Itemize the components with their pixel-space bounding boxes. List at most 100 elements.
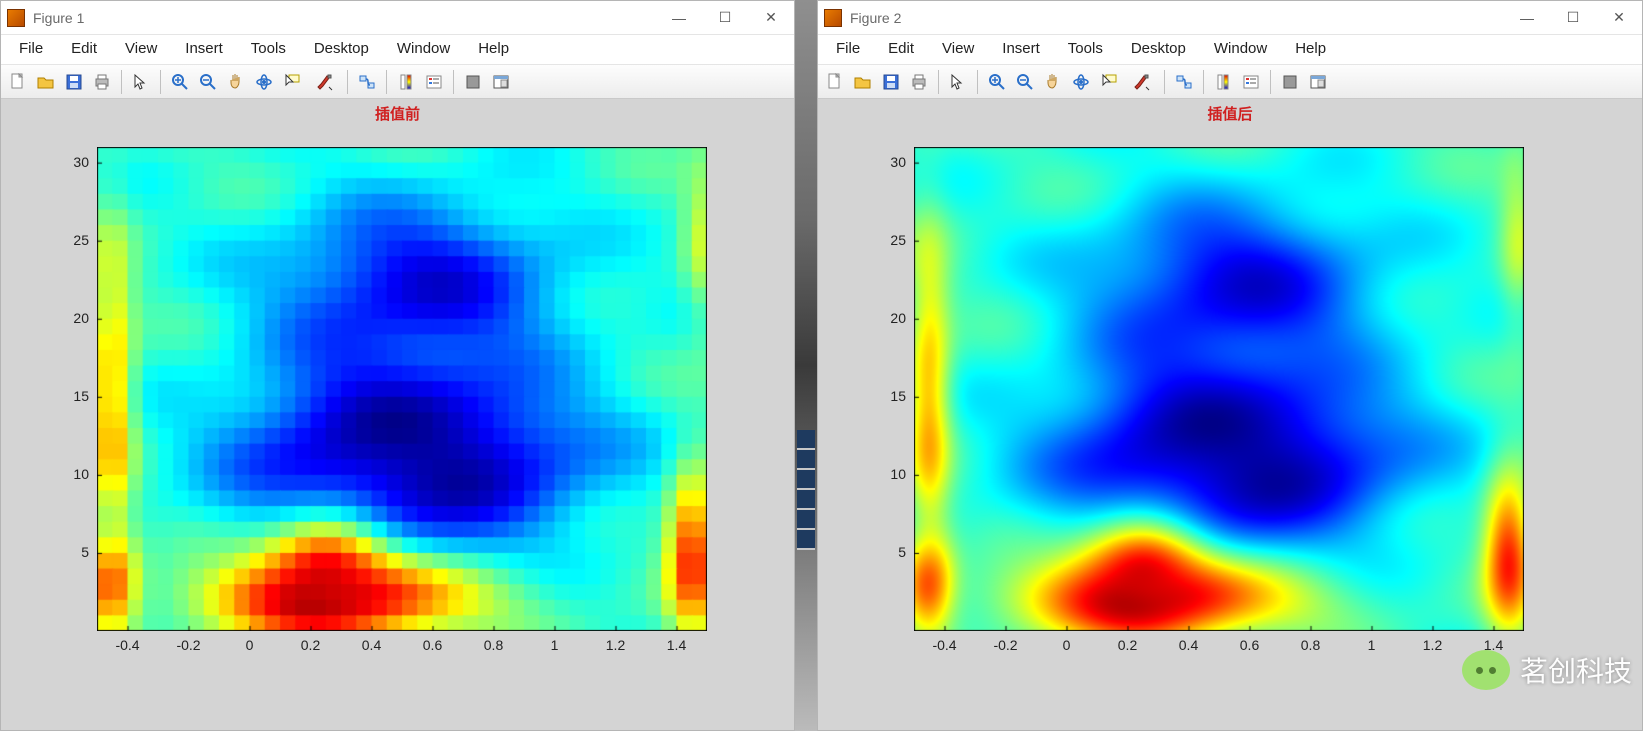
y-tick-label: 15 [57, 388, 89, 404]
x-tick-label: 0 [230, 637, 270, 653]
pan-icon[interactable] [1040, 69, 1066, 95]
rotate3d-icon[interactable] [1068, 69, 1094, 95]
brush-icon[interactable] [1124, 69, 1158, 95]
toolbar-separator [977, 70, 978, 94]
titlebar[interactable]: Figure 2 — ☐ ✕ [818, 1, 1642, 35]
toolbar-separator [1164, 70, 1165, 94]
toolbar-separator [386, 70, 387, 94]
menu-view[interactable]: View [928, 35, 988, 64]
close-button[interactable]: ✕ [1596, 1, 1642, 34]
minimize-button[interactable]: — [1504, 1, 1550, 34]
close-button[interactable]: ✕ [748, 1, 794, 34]
zoom-out-icon[interactable] [1012, 69, 1038, 95]
x-tick-label: 0 [1047, 637, 1087, 653]
dock-icon[interactable] [488, 69, 514, 95]
zoom-out-icon[interactable] [195, 69, 221, 95]
x-tick-label: 1 [535, 637, 575, 653]
toolbar [818, 65, 1642, 99]
minimize-button[interactable]: — [656, 1, 702, 34]
menu-help[interactable]: Help [1281, 35, 1340, 64]
legend-icon[interactable] [1238, 69, 1264, 95]
hide-tools-icon[interactable] [460, 69, 486, 95]
new-icon[interactable] [5, 69, 31, 95]
axes: 51015202530-0.4-0.200.20.40.60.811.21.4 [97, 147, 707, 631]
menu-tools[interactable]: Tools [237, 35, 300, 64]
y-tick-label: 10 [874, 466, 906, 482]
menu-help[interactable]: Help [464, 35, 523, 64]
pointer-icon[interactable] [128, 69, 154, 95]
matlab-icon [7, 9, 25, 27]
menu-edit[interactable]: Edit [874, 35, 928, 64]
print-icon[interactable] [906, 69, 932, 95]
datatip-icon[interactable] [1096, 69, 1122, 95]
heatmap-canvas [97, 147, 707, 631]
x-tick-label: 0.8 [474, 637, 514, 653]
toolbar-separator [1270, 70, 1271, 94]
x-tick-label: 0.8 [1291, 637, 1331, 653]
y-tick-label: 10 [57, 466, 89, 482]
x-tick-label: 0.4 [1169, 637, 1209, 653]
menu-insert[interactable]: Insert [988, 35, 1054, 64]
zoom-in-icon[interactable] [167, 69, 193, 95]
watermark: 茗创科技 [1462, 650, 1632, 690]
x-tick-label: 0.6 [413, 637, 453, 653]
save-icon[interactable] [878, 69, 904, 95]
toolbar-separator [160, 70, 161, 94]
plot-area: 插值后 51015202530-0.4-0.200.20.40.60.811.2… [818, 99, 1642, 730]
datatip-icon[interactable] [279, 69, 305, 95]
toolbar [1, 65, 794, 99]
titlebar[interactable]: Figure 1 — ☐ ✕ [1, 1, 794, 35]
pan-icon[interactable] [223, 69, 249, 95]
y-tick-label: 30 [57, 154, 89, 170]
maximize-button[interactable]: ☐ [1550, 1, 1596, 34]
link-icon[interactable] [354, 69, 380, 95]
colorbar-icon[interactable] [1210, 69, 1236, 95]
heatmap-canvas [914, 147, 1524, 631]
legend-icon[interactable] [421, 69, 447, 95]
window-title: Figure 2 [850, 10, 1504, 26]
figure-window-2: Figure 2 — ☐ ✕ FileEditViewInsertToolsDe… [817, 0, 1643, 731]
rotate3d-icon[interactable] [251, 69, 277, 95]
toolbar-separator [453, 70, 454, 94]
x-tick-label: 1.4 [657, 637, 697, 653]
y-tick-label: 20 [57, 310, 89, 326]
zoom-in-icon[interactable] [984, 69, 1010, 95]
menu-edit[interactable]: Edit [57, 35, 111, 64]
new-icon[interactable] [822, 69, 848, 95]
menu-desktop[interactable]: Desktop [1117, 35, 1200, 64]
brush-icon[interactable] [307, 69, 341, 95]
toolbar-separator [121, 70, 122, 94]
hide-tools-icon[interactable] [1277, 69, 1303, 95]
save-icon[interactable] [61, 69, 87, 95]
x-tick-label: 0.2 [291, 637, 331, 653]
x-tick-label: -0.4 [925, 637, 965, 653]
y-tick-label: 25 [57, 232, 89, 248]
menu-desktop[interactable]: Desktop [300, 35, 383, 64]
menu-view[interactable]: View [111, 35, 171, 64]
x-tick-label: 0.6 [1230, 637, 1270, 653]
menu-window[interactable]: Window [383, 35, 464, 64]
window-controls: — ☐ ✕ [656, 1, 794, 34]
colorbar-icon[interactable] [393, 69, 419, 95]
x-tick-label: 1.2 [596, 637, 636, 653]
plot-title: 插值后 [818, 103, 1642, 124]
menu-file[interactable]: File [822, 35, 874, 64]
dock-icon[interactable] [1305, 69, 1331, 95]
window-gap [795, 0, 817, 731]
menu-file[interactable]: File [5, 35, 57, 64]
print-icon[interactable] [89, 69, 115, 95]
menubar: FileEditViewInsertToolsDesktopWindowHelp [818, 35, 1642, 65]
watermark-text: 茗创科技 [1520, 650, 1632, 690]
maximize-button[interactable]: ☐ [702, 1, 748, 34]
menu-tools[interactable]: Tools [1054, 35, 1117, 64]
menu-window[interactable]: Window [1200, 35, 1281, 64]
pointer-icon[interactable] [945, 69, 971, 95]
open-icon[interactable] [850, 69, 876, 95]
menu-insert[interactable]: Insert [171, 35, 237, 64]
link-icon[interactable] [1171, 69, 1197, 95]
figure-window-1: Figure 1 — ☐ ✕ FileEditViewInsertToolsDe… [0, 0, 795, 731]
y-tick-label: 5 [874, 544, 906, 560]
x-tick-label: -0.2 [986, 637, 1026, 653]
open-icon[interactable] [33, 69, 59, 95]
y-tick-label: 25 [874, 232, 906, 248]
